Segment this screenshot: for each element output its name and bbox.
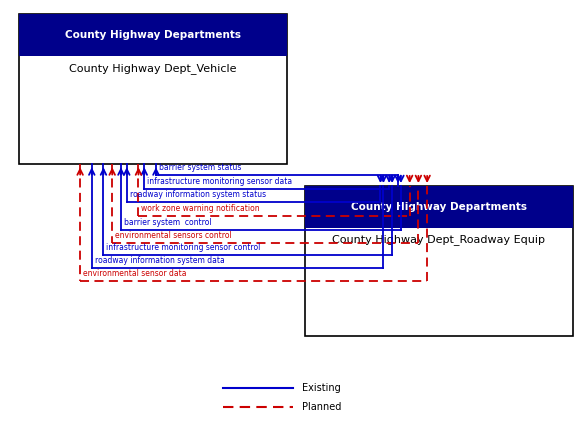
Bar <box>19 14 287 56</box>
Bar <box>305 186 573 228</box>
Text: roadway information system data: roadway information system data <box>95 256 224 265</box>
Text: County Highway Departments: County Highway Departments <box>351 202 527 212</box>
Text: environmental sensor data: environmental sensor data <box>83 269 186 278</box>
Bar <box>305 186 573 336</box>
Text: County Highway Departments: County Highway Departments <box>65 30 241 40</box>
Bar <box>19 14 287 165</box>
Text: Planned: Planned <box>302 402 341 412</box>
Text: barrier system  control: barrier system control <box>124 218 212 227</box>
Text: infrastructure monitoring sensor control: infrastructure monitoring sensor control <box>107 244 261 252</box>
Text: roadway information system status: roadway information system status <box>130 190 266 199</box>
Text: barrier system status: barrier system status <box>159 163 241 172</box>
Text: County Highway Dept_Roadway Equip: County Highway Dept_Roadway Equip <box>332 235 546 245</box>
Text: environmental sensors control: environmental sensors control <box>115 231 232 240</box>
Text: Existing: Existing <box>302 383 340 393</box>
Text: work zone warning notification: work zone warning notification <box>141 204 260 213</box>
Text: County Highway Dept_Vehicle: County Highway Dept_Vehicle <box>69 63 237 74</box>
Text: infrastructure monitoring sensor data: infrastructure monitoring sensor data <box>147 177 292 186</box>
